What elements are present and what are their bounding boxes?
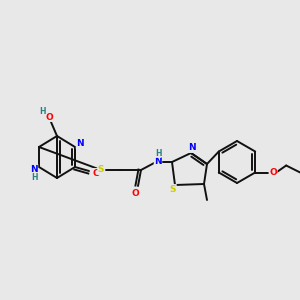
Text: H: H [39, 106, 45, 116]
Text: N: N [76, 140, 84, 148]
Text: N: N [30, 164, 38, 173]
Text: S: S [98, 166, 104, 175]
Text: O: O [131, 190, 139, 199]
Text: S: S [170, 184, 176, 194]
Text: O: O [269, 168, 277, 177]
Text: N: N [154, 157, 162, 166]
Text: N: N [188, 143, 196, 152]
Text: H: H [155, 148, 161, 158]
Text: O: O [45, 112, 53, 122]
Text: O: O [92, 169, 100, 178]
Text: H: H [31, 172, 37, 182]
